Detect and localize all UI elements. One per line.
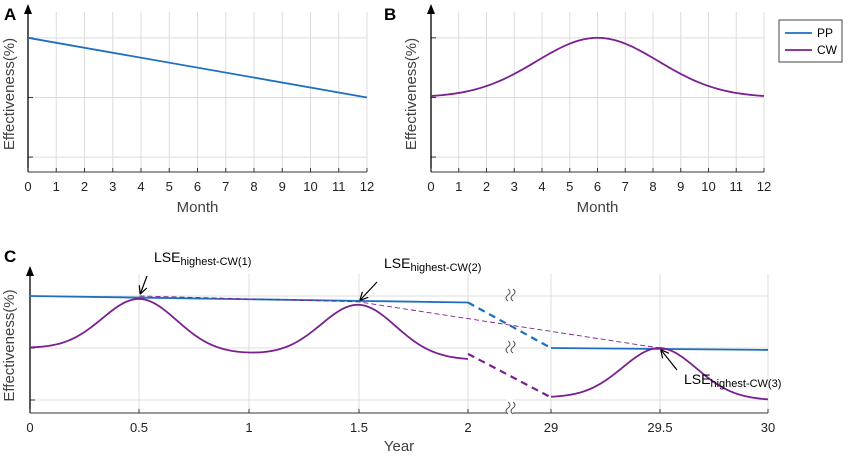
x-tick-label: 1 (53, 179, 60, 194)
x-tick-label: 0 (24, 179, 31, 194)
x-tick-label: 8 (250, 179, 257, 194)
annotation-label: LSEhighest-CW(3) (684, 371, 781, 390)
x-tick-label: 2 (483, 179, 490, 194)
x-tick-label: 5 (566, 179, 573, 194)
annotation-sub: highest-CW(1) (180, 256, 251, 268)
y-axis-arrow-icon (26, 266, 34, 276)
x-tick-label: 12 (757, 179, 771, 194)
axis-break-icon (510, 288, 516, 302)
x-tick-label: 2 (81, 179, 88, 194)
annotation-arrow-line (139, 275, 148, 295)
x-tick-label: 12 (360, 179, 374, 194)
panel-letter: B (384, 5, 396, 24)
x-tick-label: 4 (137, 179, 144, 194)
x-tick-label: 3 (109, 179, 116, 194)
x-tick-label: 7 (622, 179, 629, 194)
cw-series-line (430, 36, 765, 97)
annotation-lse-3: LSEhighest-CW(3) (660, 349, 781, 390)
axis-break-icon (505, 401, 511, 415)
annotation-arrow-line (359, 281, 378, 301)
y-axis-arrow-icon (427, 4, 435, 14)
annotation-label: LSEhighest-CW(1) (154, 249, 251, 268)
legend-box (778, 19, 843, 63)
axis-break-gap (507, 286, 513, 304)
x-tick-label: 7 (222, 179, 229, 194)
annotation-lse-2: LSEhighest-CW(2) (359, 255, 481, 301)
legend-label-pp: PP (817, 26, 833, 40)
cw-segment-thin-dashed (139, 295, 660, 349)
pp-series-line (27, 36, 368, 99)
x-tick-label: 30 (761, 420, 775, 435)
annotation-sub: highest-CW(2) (410, 262, 481, 274)
axis-break-icon (510, 401, 516, 415)
x-tick-label: 29.5 (647, 420, 672, 435)
axis-break-gap (507, 399, 513, 417)
arrow-head-icon (138, 285, 148, 295)
pp-segment-solid (29, 295, 469, 304)
x-tick-label: 8 (649, 179, 656, 194)
x-tick-label: 9 (677, 179, 684, 194)
arrow-head-icon (359, 291, 369, 301)
axis-break-icon (505, 340, 511, 354)
x-axis-label: Year (384, 438, 414, 455)
annotation-label: LSEhighest-CW(2) (384, 255, 481, 274)
pp-segment-dashed (467, 301, 552, 349)
x-tick-label: 1 (455, 179, 462, 194)
x-tick-label: 11 (332, 179, 346, 194)
x-tick-label: 2 (464, 420, 471, 435)
legend: PP CW (778, 19, 843, 63)
cw-segment-solid (29, 298, 469, 360)
x-tick-label: 11 (730, 179, 744, 194)
pp-segment-solid (550, 347, 769, 351)
arrow-head-icon (660, 349, 670, 359)
annotation-arrow-line (660, 349, 678, 371)
x-tick-label: 4 (538, 179, 545, 194)
x-tick-label: 0 (427, 179, 434, 194)
x-tick-label: 0.5 (130, 420, 148, 435)
x-axis-label: Month (577, 199, 619, 216)
panel-c: 0 0.5 1 1.5 2 29 29.5 30 Year Effectiveness(%) C LS… (1, 247, 781, 455)
axis-break-icon (510, 340, 516, 354)
x-tick-label: 5 (166, 179, 173, 194)
x-tick-label: 6 (594, 179, 601, 194)
legend-label-cw: CW (817, 43, 838, 57)
panel-letter: C (4, 247, 16, 266)
annotation-main: LSE (154, 249, 180, 265)
x-tick-label: 10 (701, 179, 715, 194)
annotation-main: LSE (684, 371, 710, 387)
x-tick-label: 1.5 (350, 420, 368, 435)
y-axis-label: Effectiveness(%) (1, 289, 18, 401)
x-tick-label: 6 (194, 179, 201, 194)
annotation-sub: highest-CW(3) (710, 378, 781, 390)
x-tick-label: 29 (544, 420, 558, 435)
y-axis-label: Effectiveness(%) (403, 38, 420, 150)
x-tick-label: 9 (279, 179, 286, 194)
panel-letter: A (4, 5, 16, 24)
y-axis-label: Effectiveness(%) (1, 38, 18, 150)
y-axis-arrow-icon (24, 4, 32, 14)
axis-break-gap (507, 338, 513, 356)
cw-segment-dashed (467, 352, 552, 399)
x-tick-label: 0 (26, 420, 33, 435)
annotation-main: LSE (384, 255, 410, 271)
x-tick-label: 10 (303, 179, 317, 194)
x-axis-label: Month (177, 199, 219, 216)
x-tick-label: 3 (511, 179, 518, 194)
x-tick-label: 1 (245, 420, 252, 435)
axis-break-icon (505, 288, 511, 302)
annotation-lse-1: LSEhighest-CW(1) (138, 249, 251, 295)
